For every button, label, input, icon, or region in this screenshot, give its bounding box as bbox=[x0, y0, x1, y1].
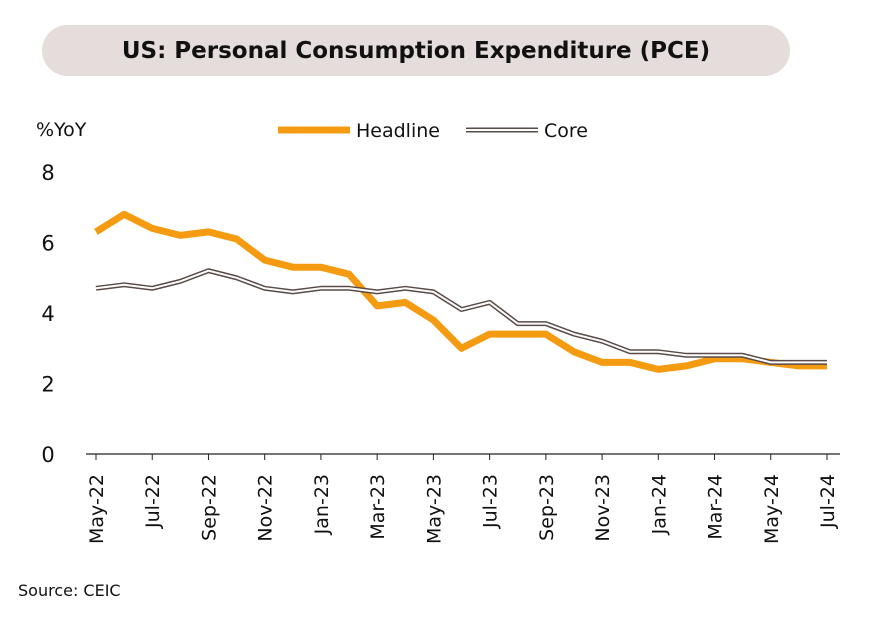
x-tick-label: Jan-24 bbox=[648, 474, 670, 535]
y-tick-label: 8 bbox=[41, 161, 54, 185]
x-tick-label: Nov-23 bbox=[592, 474, 614, 542]
legend-label-headline: Headline bbox=[356, 120, 440, 142]
y-axis-ticks: 0 2 4 6 8 bbox=[41, 161, 54, 467]
x-tick-label: Jul-23 bbox=[480, 474, 502, 529]
x-tick-label: Sep-23 bbox=[536, 474, 558, 541]
x-tick-label: Mar-24 bbox=[705, 474, 727, 540]
source-note: Source: CEIC bbox=[18, 581, 121, 600]
x-tick-label: Jan-23 bbox=[311, 474, 333, 535]
y-tick-label: 0 bbox=[41, 443, 54, 467]
series-line-headline bbox=[94, 210, 827, 373]
x-tick-label: May-23 bbox=[423, 474, 445, 544]
x-tick-label: Jul-22 bbox=[142, 474, 164, 529]
legend: Headline Core bbox=[278, 120, 588, 142]
x-tick-label: Jul-24 bbox=[817, 474, 839, 529]
y-tick-label: 4 bbox=[41, 302, 54, 326]
x-tick-label: Nov-22 bbox=[255, 474, 277, 542]
y-axis-label: %YoY bbox=[36, 119, 87, 141]
x-axis-ticks: May-22 Jul-22 Sep-22 Nov-22 Jan-23 Mar-23 May-… bbox=[86, 454, 839, 544]
x-tick-label: Mar-23 bbox=[367, 474, 389, 540]
series-line-core-inner bbox=[95, 269, 827, 364]
x-tick-label: May-22 bbox=[86, 474, 108, 544]
y-tick-label: 2 bbox=[41, 373, 54, 397]
y-tick-label: 6 bbox=[41, 232, 54, 256]
chart-title-banner: US: Personal Consumption Expenditure (PC… bbox=[42, 25, 790, 76]
legend-label-core: Core bbox=[544, 120, 588, 142]
x-tick-label: Sep-22 bbox=[198, 474, 220, 541]
chart-title: US: Personal Consumption Expenditure (PC… bbox=[121, 37, 711, 64]
x-tick-label: May-24 bbox=[761, 474, 783, 544]
series-layer bbox=[94, 210, 827, 373]
